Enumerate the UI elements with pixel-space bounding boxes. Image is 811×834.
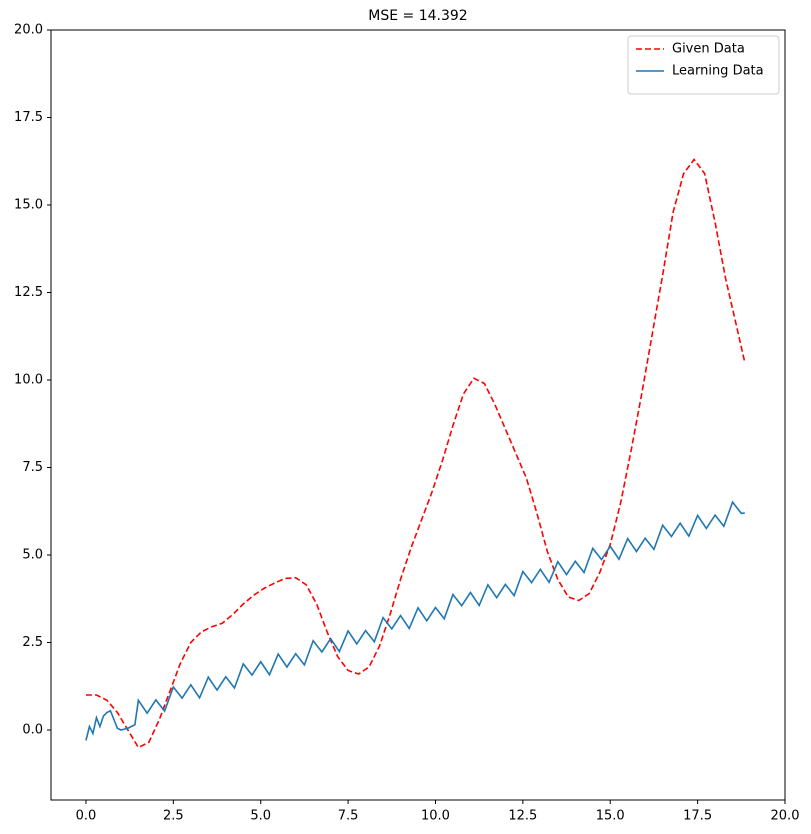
legend-label: Learning Data bbox=[672, 64, 764, 79]
x-tick-label: 5.0 bbox=[250, 809, 271, 824]
y-tick-label: 17.5 bbox=[14, 110, 43, 125]
x-tick-label: 2.5 bbox=[163, 809, 184, 824]
x-tick-label: 0.0 bbox=[76, 809, 97, 824]
series-line bbox=[85, 158, 746, 749]
legend-box bbox=[627, 35, 780, 95]
y-tick-label: 20.0 bbox=[14, 23, 43, 38]
y-tick-label: 7.5 bbox=[22, 460, 43, 475]
plot-frame bbox=[50, 29, 786, 801]
y-tick-label: 15.0 bbox=[14, 198, 43, 213]
x-tick-label: 7.5 bbox=[338, 809, 359, 824]
series-line bbox=[85, 500, 745, 741]
y-tick-label: 2.5 bbox=[22, 635, 43, 650]
y-tick-label: 0.0 bbox=[22, 723, 43, 738]
x-tick-label: 20.0 bbox=[771, 809, 800, 824]
chart-title: MSE = 14.392 bbox=[368, 8, 467, 24]
y-tick-label: 5.0 bbox=[22, 548, 43, 563]
x-tick-label: 10.0 bbox=[421, 809, 450, 824]
legend-label: Given Data bbox=[672, 42, 745, 57]
y-tick-label: 12.5 bbox=[14, 285, 43, 300]
x-tick-label: 15.0 bbox=[596, 809, 625, 824]
y-tick-label: 10.0 bbox=[14, 373, 43, 388]
x-tick-label: 17.5 bbox=[683, 809, 712, 824]
x-tick-label: 12.5 bbox=[508, 809, 537, 824]
